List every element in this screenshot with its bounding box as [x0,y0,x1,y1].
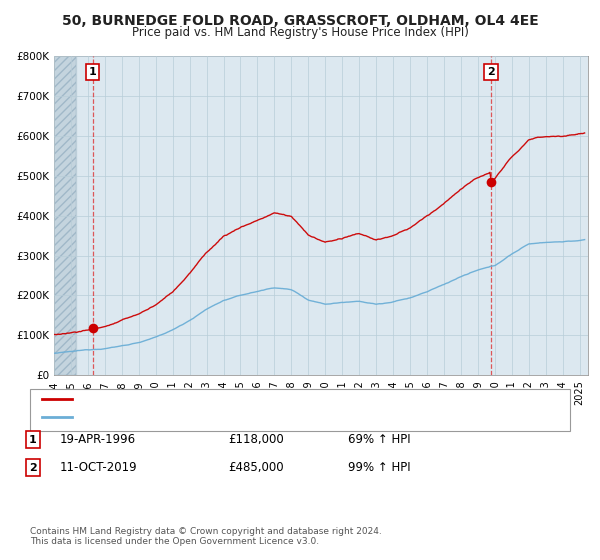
Text: 50, BURNEDGE FOLD ROAD, GRASSCROFT, OLDHAM, OL4 4EE (detached house): 50, BURNEDGE FOLD ROAD, GRASSCROFT, OLDH… [75,394,492,404]
Text: HPI: Average price, detached house, Oldham: HPI: Average price, detached house, Oldh… [75,412,309,422]
Text: Price paid vs. HM Land Registry's House Price Index (HPI): Price paid vs. HM Land Registry's House … [131,26,469,39]
Text: 19-APR-1996: 19-APR-1996 [60,433,136,446]
Text: £118,000: £118,000 [228,433,284,446]
Text: 69% ↑ HPI: 69% ↑ HPI [348,433,410,446]
Text: 1: 1 [29,435,37,445]
Bar [54,56,76,375]
Text: 99% ↑ HPI: 99% ↑ HPI [348,461,410,474]
Text: £485,000: £485,000 [228,461,284,474]
Text: 2: 2 [487,67,495,77]
Text: 2: 2 [29,463,37,473]
Text: 11-OCT-2019: 11-OCT-2019 [60,461,137,474]
Text: 50, BURNEDGE FOLD ROAD, GRASSCROFT, OLDHAM, OL4 4EE: 50, BURNEDGE FOLD ROAD, GRASSCROFT, OLDH… [62,14,538,28]
Text: Contains HM Land Registry data © Crown copyright and database right 2024.
This d: Contains HM Land Registry data © Crown c… [30,526,382,546]
Text: 1: 1 [89,67,97,77]
